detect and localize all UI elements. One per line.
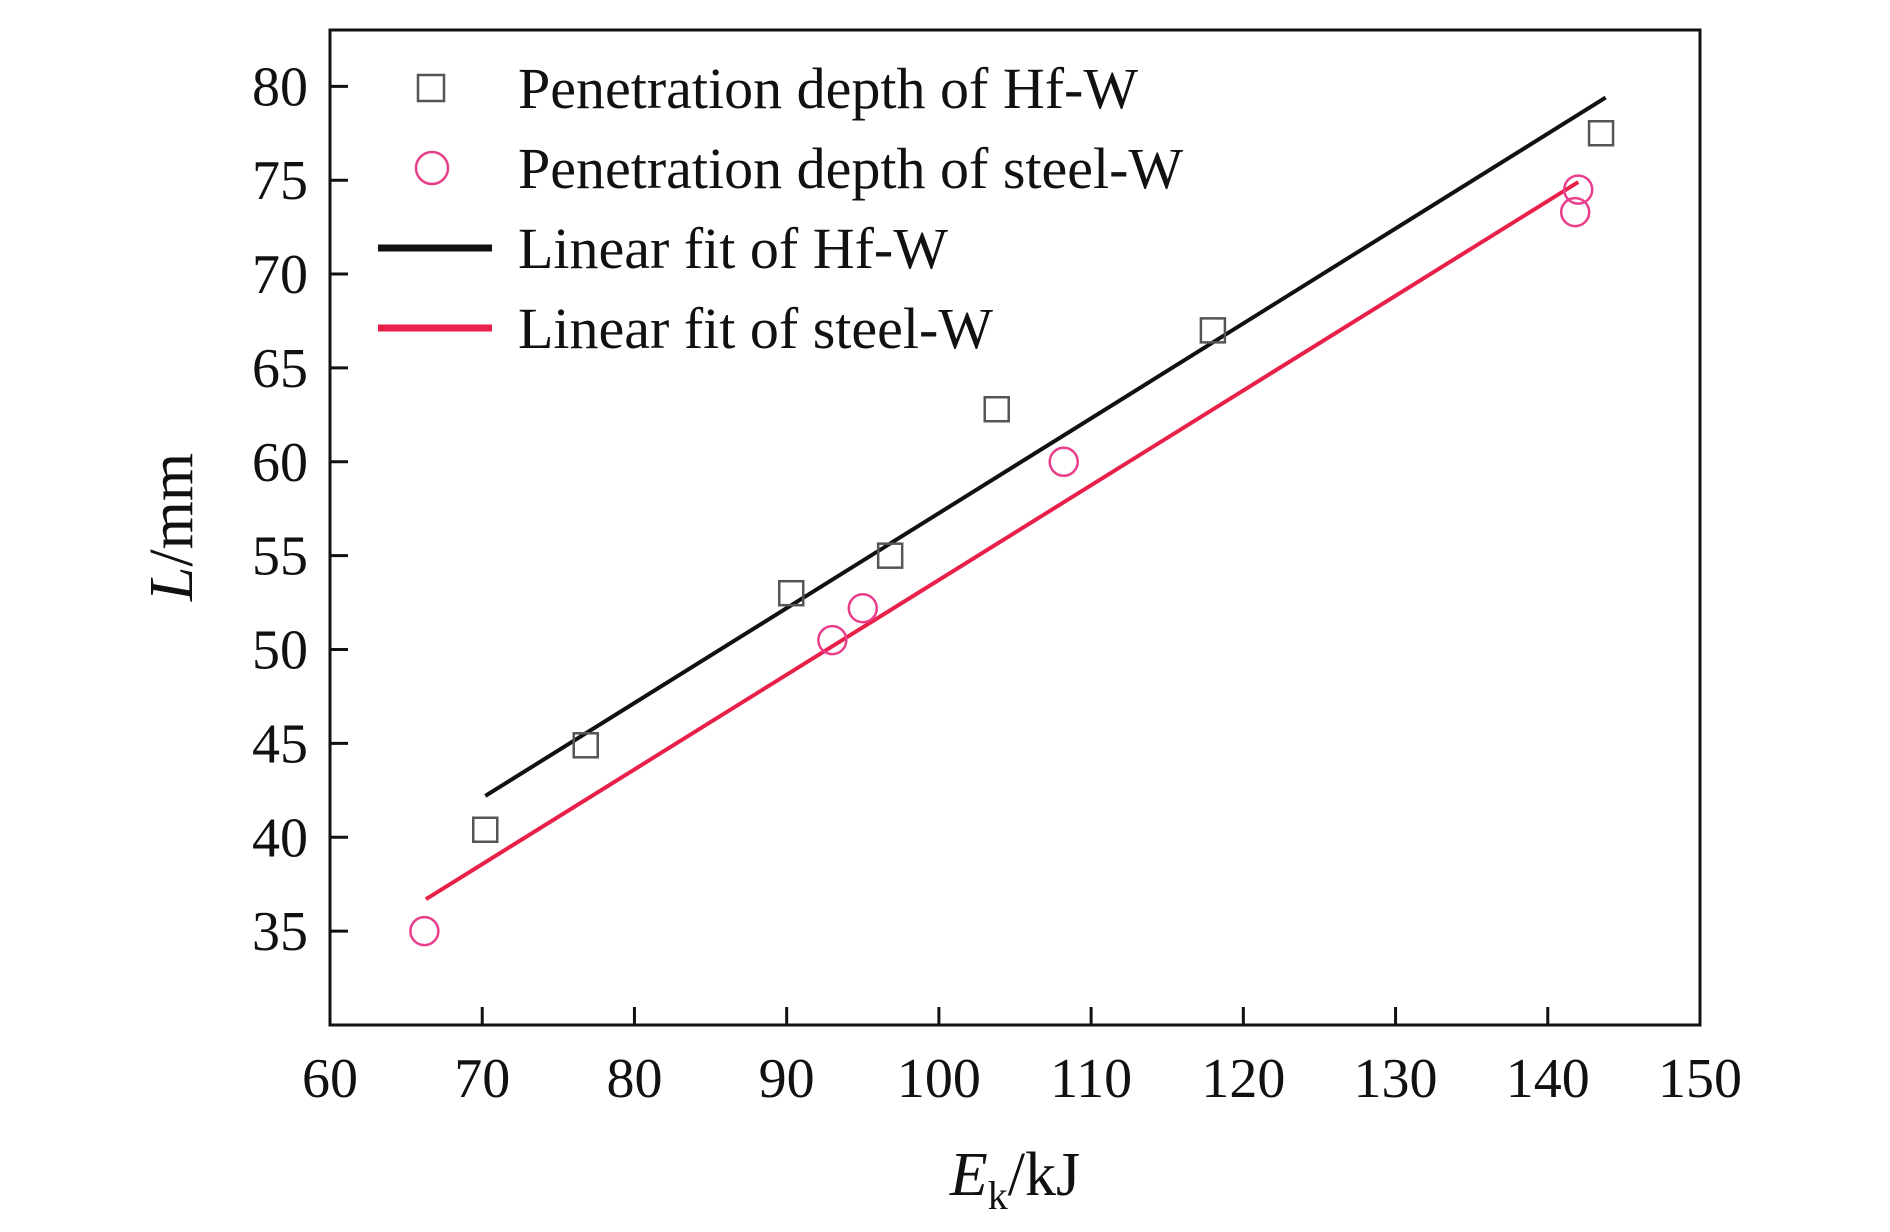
circle-marker bbox=[409, 915, 440, 947]
y-tick-label: 70 bbox=[252, 244, 308, 306]
x-tick-label: 70 bbox=[454, 1048, 510, 1110]
circle-marker bbox=[1048, 446, 1079, 478]
x-axis-title: Ek/kJ bbox=[949, 1141, 1080, 1218]
square-marker bbox=[983, 395, 1010, 423]
x-axis: 60 70 80 90 100 110 120 130 140 150 bbox=[302, 1007, 1742, 1110]
x-tick-label: 150 bbox=[1658, 1048, 1742, 1110]
y-axis-title-unit: /mm bbox=[138, 453, 206, 567]
y-tick-label: 80 bbox=[252, 56, 308, 118]
square-marker bbox=[876, 542, 904, 569]
y-tick-label: 55 bbox=[252, 526, 308, 588]
x-axis-title-unit: /kJ bbox=[1008, 1141, 1080, 1209]
x-tick-label: 90 bbox=[759, 1048, 815, 1110]
fit-lines bbox=[424, 95, 1607, 901]
y-tick-label: 75 bbox=[252, 150, 308, 212]
legend: Penetration depth of Hf-W Penetration dep… bbox=[378, 56, 1183, 361]
data-points bbox=[409, 120, 1615, 947]
x-axis-title-main: E bbox=[949, 1141, 988, 1209]
square-marker bbox=[1587, 120, 1615, 147]
x-tick-label: 120 bbox=[1201, 1048, 1285, 1110]
legend-square-marker bbox=[416, 73, 446, 103]
y-axis-title: L/mm bbox=[138, 453, 206, 602]
x-tick-label: 140 bbox=[1506, 1048, 1590, 1110]
circle-marker bbox=[1559, 196, 1591, 228]
y-tick-label: 45 bbox=[252, 713, 308, 775]
legend-circle-marker bbox=[414, 150, 450, 186]
plot-frame bbox=[328, 28, 1702, 1027]
square-marker bbox=[777, 579, 805, 607]
legend-label: Penetration depth of Hf-W bbox=[518, 56, 1138, 121]
square-marker bbox=[472, 816, 499, 844]
x-tick-label: 110 bbox=[1050, 1048, 1132, 1110]
circle-marker bbox=[847, 592, 879, 624]
legend-label: Linear fit of steel-W bbox=[518, 296, 993, 361]
y-tick-label: 50 bbox=[252, 620, 308, 682]
y-axis-title-main: L bbox=[138, 567, 206, 602]
y-tick-label: 60 bbox=[252, 432, 308, 494]
circle-marker bbox=[817, 624, 848, 656]
y-axis: 35 40 45 50 55 60 65 70 75 80 bbox=[252, 56, 348, 963]
y-tick-label: 65 bbox=[252, 338, 308, 400]
fit-line bbox=[424, 180, 1580, 901]
circle-marker bbox=[1562, 174, 1594, 205]
x-axis-title-subscript: k bbox=[988, 1173, 1008, 1218]
legend-label: Penetration depth of steel-W bbox=[518, 136, 1183, 201]
legend-label: Linear fit of Hf-W bbox=[518, 216, 948, 281]
x-tick-label: 100 bbox=[897, 1048, 981, 1110]
square-marker bbox=[572, 732, 599, 759]
fit-line bbox=[484, 95, 1607, 798]
square-marker bbox=[1199, 317, 1227, 344]
x-tick-label: 80 bbox=[606, 1048, 662, 1110]
y-tick-label: 40 bbox=[252, 807, 308, 869]
x-tick-label: 130 bbox=[1354, 1048, 1438, 1110]
x-tick-label: 60 bbox=[302, 1048, 358, 1110]
y-tick-label: 35 bbox=[252, 901, 308, 963]
